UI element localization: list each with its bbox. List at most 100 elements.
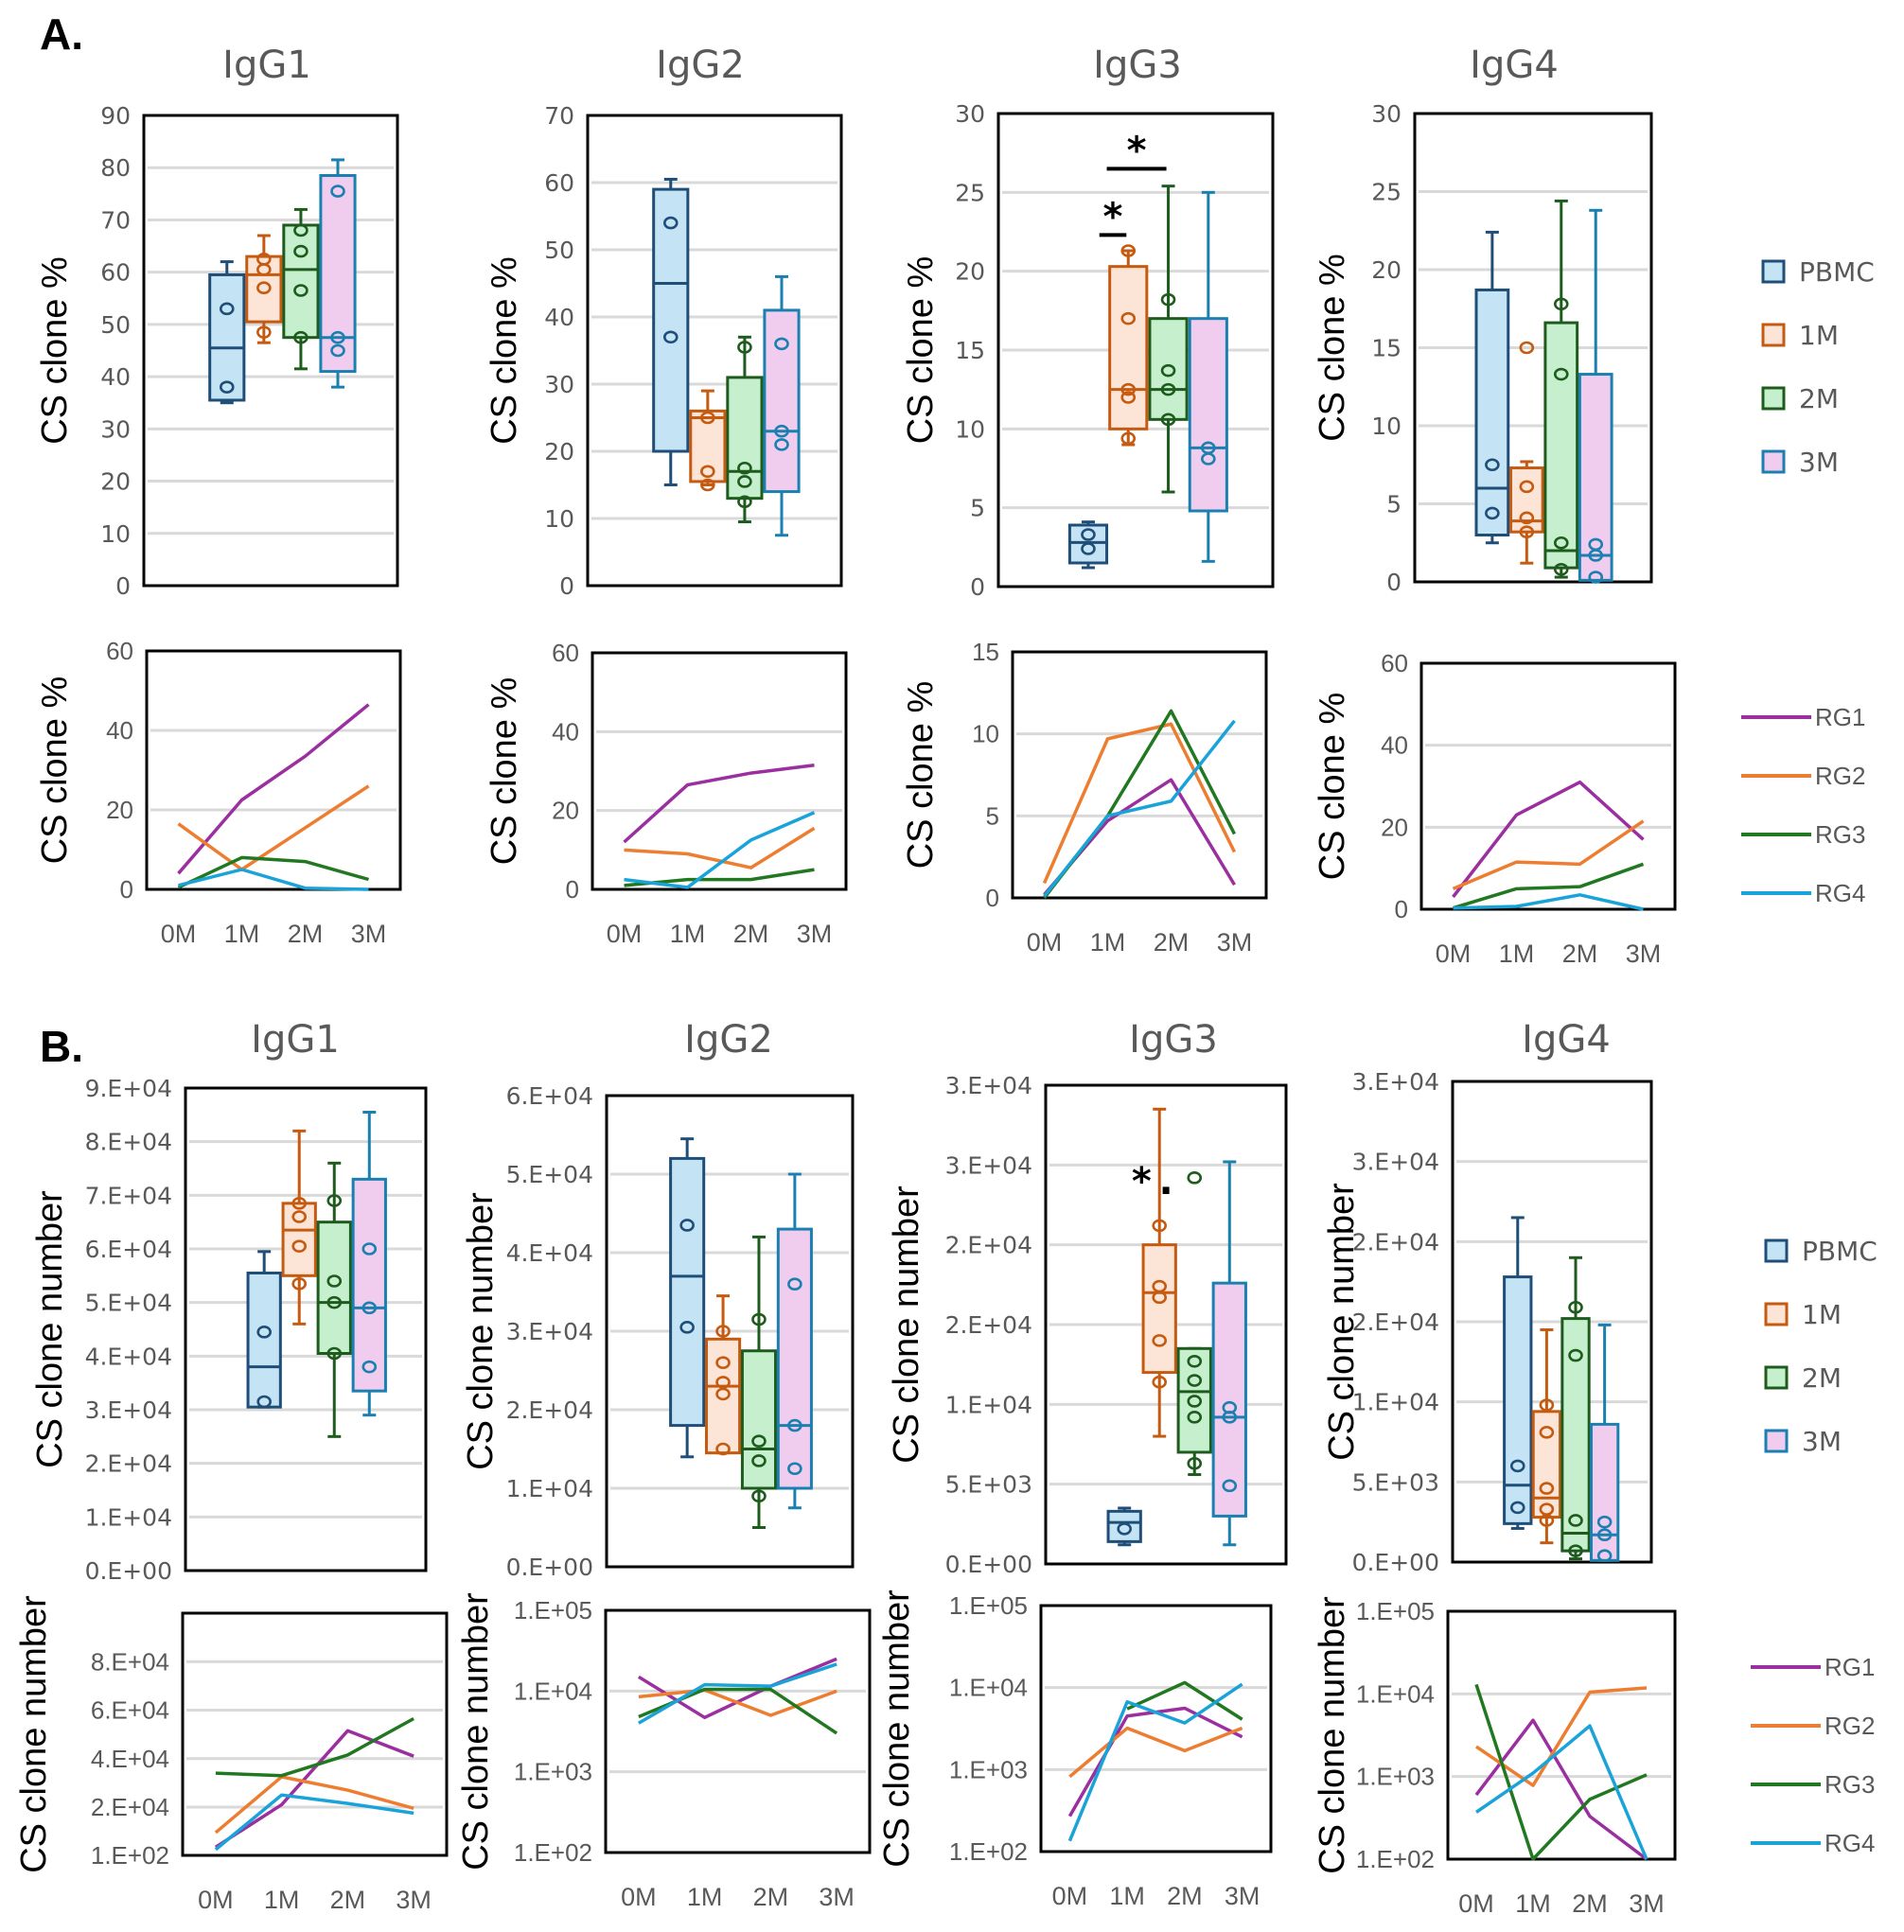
y-tick-label: 4.E+04 [506,1239,593,1267]
data-point [679,1321,695,1334]
plot-frame [586,114,843,588]
box-iqr [1148,317,1189,421]
y-tick-label: 20 [552,797,579,825]
series-line-rg4 [1475,1724,1648,1860]
y-tick-label: 60 [1381,649,1408,677]
series-line-rg2 [1042,722,1237,885]
data-point [291,1210,308,1223]
y-tick-label: 5 [970,495,985,522]
y-tick-label: 1.E+02 [91,1841,169,1870]
y-axis-label: CS clone % [35,256,75,445]
y-tick-label: 10 [100,520,131,548]
chart-A-line-IgG4: 0 20 40 60 CS clone % 0M 1M 2M 3M [1313,649,1677,968]
data-point [1485,506,1500,520]
series-line-rg4 [1067,1682,1243,1842]
y-tick-label: 60 [106,637,133,665]
legend-swatch-1m [1761,323,1786,347]
data-point [330,330,345,344]
x-tick-label: 1M [1499,940,1535,968]
data-point [737,341,752,354]
data-point [1120,311,1137,325]
box-3M [1578,208,1613,584]
x-tick-label: 2M [330,1886,366,1914]
data-point [330,184,345,198]
data-point [1553,297,1569,311]
data-point [787,1277,802,1291]
data-point [1568,1300,1583,1314]
y-tick-label: 1.E+04 [1352,1389,1439,1416]
x-tick-label: 1M [687,1883,723,1911]
data-point [737,461,752,475]
y-tick-label: 1.E+04 [945,1391,1032,1418]
chart-A-line-IgG1: 0 20 40 60 CS clone % 0M 1M 2M 3M [35,637,402,948]
y-tick-label: 3.E+04 [945,1151,1032,1179]
y-tick-label: 0 [120,875,133,904]
box-2M [1148,184,1189,494]
box-3M [776,1172,813,1510]
y-tick-label: 10 [1371,413,1402,440]
y-tick-label: 7.E+04 [85,1182,172,1209]
series-line-rg3 [177,855,369,889]
y-axis-label: CS clone number [1313,1596,1352,1874]
chart-B-box-IgG4: 0.E+00 5.E+03 1.E+04 2.E+04 2.E+04 3.E+04 3.E+… [1322,1018,1653,1576]
data-point [1553,536,1569,550]
data-point [715,1387,731,1401]
box-iqr [776,1227,813,1490]
y-axis-label: CS clone number [887,1186,926,1464]
data-point [326,1346,343,1361]
box-1M [1508,341,1544,565]
y-axis-label: CS clone number [877,1590,917,1868]
y-tick-label: 15 [1371,335,1402,362]
y-tick-label: 2.E+04 [1352,1308,1439,1336]
y-tick-label: 6.E+04 [506,1082,593,1110]
data-point [715,1325,731,1338]
data-point [1152,1334,1168,1347]
data-point [1539,1482,1555,1495]
box-iqr [726,376,764,501]
chart-title: IgG2 [656,44,745,87]
chart-A-box-IgG1: 0 10 20 30 40 50 60 70 80 90 CS clone % IgG1 [35,44,399,600]
data-point [1160,382,1176,396]
plot-frame [996,112,1275,588]
x-tick-label: 3M [1629,1889,1665,1918]
y-tick-label: 20 [100,468,131,496]
legend-swatch-3m [1761,449,1786,474]
data-point [1568,1514,1583,1527]
y-tick-label: 80 [100,154,131,182]
data-point [774,438,789,451]
data-point [1160,413,1176,427]
significance-star: * [1132,1160,1152,1203]
data-point [291,1239,308,1253]
plot-frame [591,651,848,891]
x-tick-label: 0M [1458,1889,1494,1918]
legend-swatch-1m [1764,1302,1789,1326]
chart-title: IgG1 [222,44,311,87]
box-3M [351,1111,387,1417]
series-line-rg1 [623,764,815,844]
y-tick-label: 0 [115,572,131,600]
x-tick-label: 2M [1562,940,1598,968]
data-point [1201,452,1216,465]
chart-title: IgG4 [1522,1018,1611,1062]
y-tick-label: 8.E+04 [91,1647,169,1676]
legend-label-rg4: RG4 [1825,1829,1875,1857]
legend-series-a: RG1 RG2 RG3 RG4 [1741,703,1865,907]
legend-label-rg1: RG1 [1815,703,1865,731]
data-point [1539,1514,1555,1527]
y-tick-label: 50 [100,311,131,339]
y-axis-label: CS clone number [1322,1183,1362,1461]
data-point [751,1454,767,1467]
y-tick-label: 10 [544,505,574,533]
data-point [737,495,752,509]
data-point [256,1395,272,1409]
box-iqr [281,1202,317,1277]
data-point [1120,391,1137,404]
box-3M [1589,1323,1620,1563]
x-tick-label: 3M [1225,1882,1261,1910]
y-tick-label: 40 [552,717,579,746]
y-tick-label: 6.E+04 [85,1236,172,1263]
plot-frame [142,114,399,588]
data-point [700,465,715,479]
x-tick-label: 0M [1052,1882,1088,1910]
